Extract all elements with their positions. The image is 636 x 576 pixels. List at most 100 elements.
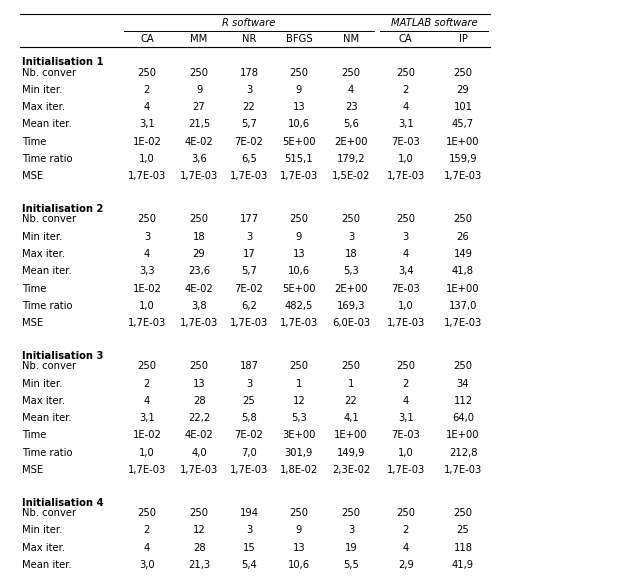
Text: 1,8E-02: 1,8E-02 [280, 465, 318, 475]
Text: 21,5: 21,5 [188, 119, 210, 130]
Text: 9: 9 [296, 85, 302, 95]
Text: Time ratio: Time ratio [22, 448, 73, 458]
Text: 1,7E-03: 1,7E-03 [230, 465, 268, 475]
Text: Initialisation 4: Initialisation 4 [22, 498, 104, 508]
Text: 23,6: 23,6 [188, 266, 210, 276]
Text: 2E+00: 2E+00 [335, 137, 368, 147]
Text: 41,9: 41,9 [452, 560, 474, 570]
Text: 3: 3 [348, 525, 354, 536]
Text: 169,3: 169,3 [337, 301, 365, 311]
Text: 187: 187 [240, 361, 258, 372]
Text: 3: 3 [246, 85, 252, 95]
Text: 7E-03: 7E-03 [391, 283, 420, 294]
Text: 4,1: 4,1 [343, 413, 359, 423]
Text: 5,3: 5,3 [291, 413, 307, 423]
Text: 18: 18 [345, 249, 357, 259]
Text: 5E+00: 5E+00 [282, 283, 315, 294]
Text: 101: 101 [453, 102, 473, 112]
Text: 2: 2 [144, 378, 150, 389]
Text: 177: 177 [239, 214, 259, 225]
Text: 4,0: 4,0 [191, 448, 207, 458]
Text: Time ratio: Time ratio [22, 301, 73, 311]
Text: 4: 4 [144, 249, 150, 259]
Text: 2E+00: 2E+00 [335, 283, 368, 294]
Text: 1,0: 1,0 [398, 154, 413, 164]
Text: 22,2: 22,2 [188, 413, 210, 423]
Text: 1,7E-03: 1,7E-03 [180, 171, 218, 181]
Text: 1,0: 1,0 [139, 154, 155, 164]
Text: 2: 2 [403, 85, 409, 95]
Text: 3,1: 3,1 [398, 413, 413, 423]
Text: 26: 26 [457, 232, 469, 242]
Text: 22: 22 [242, 102, 256, 112]
Text: 250: 250 [342, 508, 361, 518]
Text: 3,6: 3,6 [191, 154, 207, 164]
Text: 9: 9 [296, 232, 302, 242]
Text: 5,6: 5,6 [343, 119, 359, 130]
Text: 1,0: 1,0 [139, 301, 155, 311]
Text: 250: 250 [289, 361, 308, 372]
Text: 23: 23 [345, 102, 357, 112]
Text: CA: CA [140, 34, 154, 44]
Text: 1,7E-03: 1,7E-03 [444, 171, 482, 181]
Text: 250: 250 [289, 508, 308, 518]
Text: 137,0: 137,0 [449, 301, 477, 311]
Text: 41,8: 41,8 [452, 266, 474, 276]
Text: 1,7E-03: 1,7E-03 [280, 318, 318, 328]
Text: 5,4: 5,4 [241, 560, 257, 570]
Text: 4: 4 [144, 102, 150, 112]
Text: Initialisation 2: Initialisation 2 [22, 204, 104, 214]
Text: 1,7E-03: 1,7E-03 [180, 465, 218, 475]
Text: 1,0: 1,0 [398, 301, 413, 311]
Text: 4: 4 [348, 85, 354, 95]
Text: MSE: MSE [22, 171, 43, 181]
Text: 250: 250 [342, 361, 361, 372]
Text: 4E-02: 4E-02 [184, 137, 214, 147]
Text: Nb. conver: Nb. conver [22, 361, 76, 372]
Text: 301,9: 301,9 [285, 448, 313, 458]
Text: 250: 250 [453, 214, 473, 225]
Text: 1,7E-03: 1,7E-03 [387, 318, 425, 328]
Text: 4: 4 [403, 102, 409, 112]
Text: 515,1: 515,1 [284, 154, 314, 164]
Text: Min iter.: Min iter. [22, 85, 62, 95]
Text: 1,7E-03: 1,7E-03 [230, 171, 268, 181]
Text: 1E+00: 1E+00 [335, 430, 368, 441]
Text: 9: 9 [296, 525, 302, 536]
Text: 3: 3 [403, 232, 409, 242]
Text: 2: 2 [403, 378, 409, 389]
Text: 1,7E-03: 1,7E-03 [128, 171, 166, 181]
Text: 5,5: 5,5 [343, 560, 359, 570]
Text: 149: 149 [453, 249, 473, 259]
Text: 18: 18 [193, 232, 205, 242]
Text: 2,9: 2,9 [398, 560, 413, 570]
Text: 7E-02: 7E-02 [235, 283, 263, 294]
Text: Max iter.: Max iter. [22, 249, 66, 259]
Text: 1,7E-03: 1,7E-03 [128, 318, 166, 328]
Text: Time: Time [22, 137, 46, 147]
Text: 3: 3 [246, 525, 252, 536]
Text: 5,7: 5,7 [241, 119, 257, 130]
Text: 1E-02: 1E-02 [132, 137, 162, 147]
Text: MATLAB software: MATLAB software [391, 18, 478, 28]
Text: 3: 3 [246, 232, 252, 242]
Text: 250: 250 [190, 508, 209, 518]
Text: 250: 250 [453, 67, 473, 78]
Text: 3,3: 3,3 [139, 266, 155, 276]
Text: 13: 13 [293, 543, 305, 553]
Text: 2: 2 [403, 525, 409, 536]
Text: 1,7E-03: 1,7E-03 [180, 318, 218, 328]
Text: 112: 112 [453, 396, 473, 406]
Text: 250: 250 [342, 214, 361, 225]
Text: Mean iter.: Mean iter. [22, 266, 72, 276]
Text: 7E-02: 7E-02 [235, 430, 263, 441]
Text: Time: Time [22, 283, 46, 294]
Text: 1: 1 [348, 378, 354, 389]
Text: 250: 250 [289, 67, 308, 78]
Text: 1,7E-03: 1,7E-03 [230, 318, 268, 328]
Text: 25: 25 [242, 396, 256, 406]
Text: 1,7E-03: 1,7E-03 [387, 171, 425, 181]
Text: 1,0: 1,0 [139, 448, 155, 458]
Text: 3,1: 3,1 [139, 119, 155, 130]
Text: Initialisation 1: Initialisation 1 [22, 57, 104, 67]
